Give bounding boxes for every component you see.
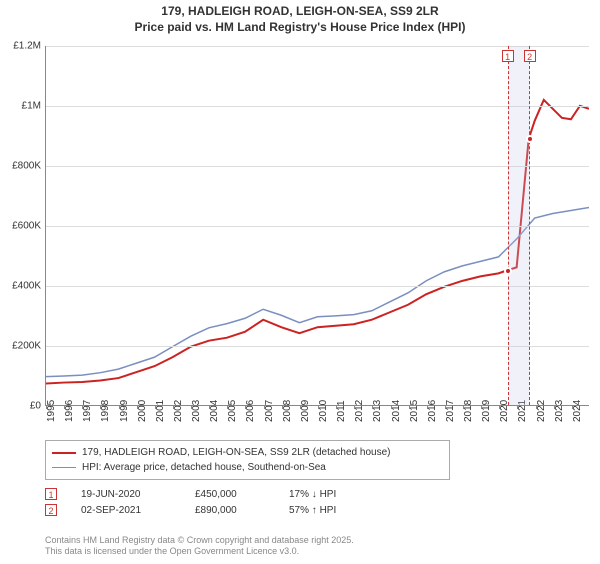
y-axis-label: £0 xyxy=(3,401,41,412)
legend-item-price-paid: 179, HADLEIGH ROAD, LEIGH-ON-SEA, SS9 2L… xyxy=(52,445,443,460)
marker-band xyxy=(508,46,530,405)
legend-swatch-price-paid xyxy=(52,452,76,454)
x-axis-label: 2015 xyxy=(409,400,420,422)
x-axis-label: 2003 xyxy=(191,400,202,422)
x-axis-label: 2005 xyxy=(227,400,238,422)
legend-label-price-paid: 179, HADLEIGH ROAD, LEIGH-ON-SEA, SS9 2L… xyxy=(82,445,390,460)
x-axis-label: 1998 xyxy=(100,400,111,422)
event-row-1: 1 19-JUN-2020 £450,000 17% ↓ HPI xyxy=(45,488,336,500)
y-axis-label: £800K xyxy=(3,161,41,172)
chart-plot-area: £0£200K£400K£600K£800K£1M£1.2M1995199619… xyxy=(45,46,589,406)
x-axis-label: 2006 xyxy=(245,400,256,422)
x-axis-label: 2009 xyxy=(300,400,311,422)
footer-attribution: Contains HM Land Registry data © Crown c… xyxy=(45,535,354,558)
footer-line-2: This data is licensed under the Open Gov… xyxy=(45,546,354,558)
event-price-1: £450,000 xyxy=(195,489,265,500)
y-axis-label: £1.2M xyxy=(3,41,41,52)
event-row-2: 2 02-SEP-2021 £890,000 57% ↑ HPI xyxy=(45,504,336,516)
x-axis-label: 2012 xyxy=(354,400,365,422)
marker-number-box: 1 xyxy=(502,50,514,62)
event-price-2: £890,000 xyxy=(195,505,265,516)
marker-number-box: 2 xyxy=(524,50,536,62)
legend-label-hpi: HPI: Average price, detached house, Sout… xyxy=(82,460,326,475)
footer-line-1: Contains HM Land Registry data © Crown c… xyxy=(45,535,354,547)
y-axis-label: £600K xyxy=(3,221,41,232)
x-axis-label: 2023 xyxy=(554,400,565,422)
x-axis-label: 2013 xyxy=(372,400,383,422)
event-marker-2: 2 xyxy=(45,504,57,516)
x-axis-label: 2022 xyxy=(536,400,547,422)
event-list: 1 19-JUN-2020 £450,000 17% ↓ HPI 2 02-SE… xyxy=(45,484,336,516)
x-axis-label: 2000 xyxy=(137,400,148,422)
title-line-2: Price paid vs. HM Land Registry's House … xyxy=(0,20,600,36)
x-axis-label: 1995 xyxy=(46,400,57,422)
x-axis-label: 2017 xyxy=(445,400,456,422)
x-axis-label: 2011 xyxy=(336,400,347,422)
x-axis-label: 2001 xyxy=(155,400,166,422)
legend-item-hpi: HPI: Average price, detached house, Sout… xyxy=(52,460,443,475)
event-delta-2: 57% ↑ HPI xyxy=(289,505,336,516)
chart-container: 179, HADLEIGH ROAD, LEIGH-ON-SEA, SS9 2L… xyxy=(0,4,600,564)
y-axis-label: £200K xyxy=(3,341,41,352)
x-axis-label: 2016 xyxy=(427,400,438,422)
legend-box: 179, HADLEIGH ROAD, LEIGH-ON-SEA, SS9 2L… xyxy=(45,440,450,480)
event-date-1: 19-JUN-2020 xyxy=(81,489,171,500)
x-axis-label: 2002 xyxy=(173,400,184,422)
y-axis-label: £1M xyxy=(3,101,41,112)
x-axis-label: 1997 xyxy=(82,400,93,422)
x-axis-label: 1999 xyxy=(119,400,130,422)
x-axis-label: 2004 xyxy=(209,400,220,422)
x-axis-label: 1996 xyxy=(64,400,75,422)
y-axis-label: £400K xyxy=(3,281,41,292)
x-axis-label: 2014 xyxy=(391,400,402,422)
x-axis-label: 2018 xyxy=(463,400,474,422)
sale-point-marker xyxy=(504,267,512,275)
sale-point-marker xyxy=(526,135,534,143)
event-marker-1: 1 xyxy=(45,488,57,500)
legend-swatch-hpi xyxy=(52,467,76,468)
event-date-2: 02-SEP-2021 xyxy=(81,505,171,516)
x-axis-label: 2008 xyxy=(282,400,293,422)
event-delta-1: 17% ↓ HPI xyxy=(289,489,336,500)
chart-title: 179, HADLEIGH ROAD, LEIGH-ON-SEA, SS9 2L… xyxy=(0,4,600,35)
x-axis-label: 2007 xyxy=(264,400,275,422)
x-axis-label: 2010 xyxy=(318,400,329,422)
x-axis-label: 2019 xyxy=(481,400,492,422)
title-line-1: 179, HADLEIGH ROAD, LEIGH-ON-SEA, SS9 2L… xyxy=(0,4,600,20)
x-axis-label: 2024 xyxy=(572,400,583,422)
